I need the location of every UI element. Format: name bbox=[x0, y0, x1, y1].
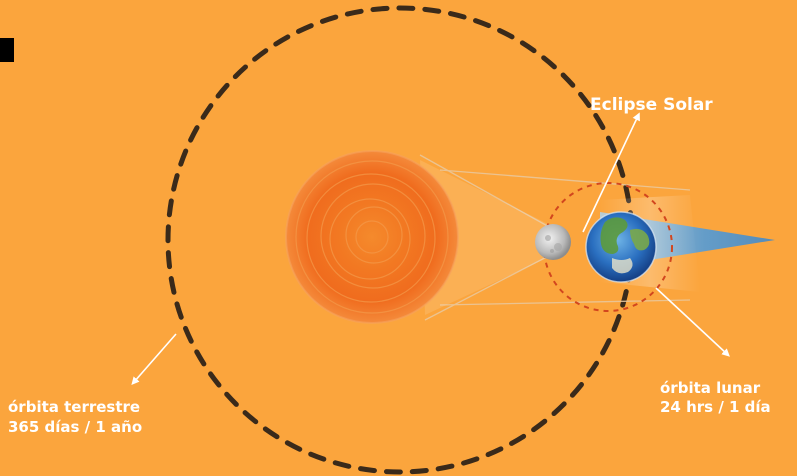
light-beam bbox=[420, 160, 560, 315]
eclipse-arrow bbox=[582, 112, 640, 233]
moon-orbit-arrow bbox=[655, 287, 730, 357]
sun-icon bbox=[285, 150, 459, 324]
earth-orbit-label-line1: órbita terrestre bbox=[8, 398, 140, 416]
black-square-icon bbox=[0, 38, 14, 62]
moon-icon bbox=[535, 224, 571, 260]
eclipse-label: Eclipse Solar bbox=[590, 95, 713, 115]
sun-rays bbox=[419, 154, 691, 321]
moon-orbit-label-line1: órbita lunar bbox=[660, 379, 761, 397]
earth-orbit-arrow bbox=[131, 333, 177, 386]
earth-icon bbox=[585, 211, 657, 283]
moon-orbit-label-line2: 24 hrs / 1 día bbox=[660, 398, 771, 416]
earth-orbit-label-line2: 365 días / 1 año bbox=[8, 418, 142, 436]
